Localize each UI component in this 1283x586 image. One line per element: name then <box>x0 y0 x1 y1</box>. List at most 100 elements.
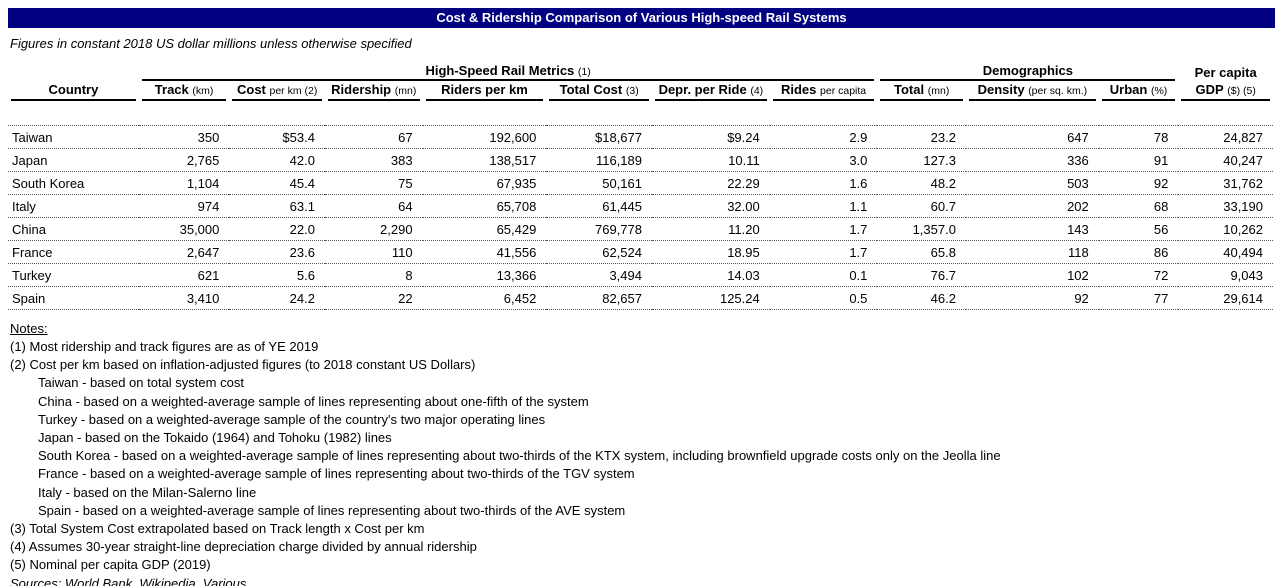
value-cell: 22 <box>324 286 423 310</box>
value-cell: 24.2 <box>229 286 325 310</box>
country-name: China <box>8 217 139 241</box>
value-cell: 14.03 <box>652 263 770 287</box>
column-label: Ridership <box>331 82 392 97</box>
sources-line: Sources: World Bank, Wikipedia, Various <box>10 575 247 586</box>
table-row-italy: Italy 974 63.1 64 65,708 61,445 32.00 1.1 60.7 20… <box>8 194 1273 218</box>
value-cell: 118 <box>965 240 1099 264</box>
value-cell: 350 <box>138 125 230 149</box>
value-cell: 18.95 <box>652 240 770 264</box>
column-label: Track <box>154 82 189 97</box>
note-line: Taiwan - based on total system cost <box>38 375 244 391</box>
value-cell: $9.24 <box>652 125 770 149</box>
column-unit: ($) (5) <box>1227 85 1256 97</box>
value-cell: 67,935 <box>422 171 547 195</box>
value-cell: 61,445 <box>546 194 652 218</box>
value-cell: 143 <box>965 217 1099 241</box>
value-cell: 40,247 <box>1178 148 1273 172</box>
table-row-taiwan: Taiwan 350 $53.4 67 192,600 $18,677 $9.24 2.9 23… <box>8 125 1273 149</box>
group-header-hsr-metrics: High-Speed Rail Metrics (1) <box>139 63 878 81</box>
value-cell: 24,827 <box>1178 125 1273 149</box>
value-cell: 41,556 <box>422 240 547 264</box>
column-header-ridership: Ridership (mn) <box>325 81 423 101</box>
group-label: Per capita <box>1194 65 1257 80</box>
country-name: Turkey <box>8 263 139 287</box>
value-cell: 50,161 <box>546 171 652 195</box>
value-cell: 56 <box>1098 217 1179 241</box>
value-cell: 64 <box>324 194 423 218</box>
value-cell: 1,104 <box>138 171 230 195</box>
value-cell: 65,429 <box>422 217 547 241</box>
table-row-spain: Spain 3,410 24.2 22 6,452 82,657 125.24 0.5 46.2… <box>8 286 1273 310</box>
value-cell: 503 <box>965 171 1099 195</box>
group-header-row: High-Speed Rail Metrics (1) Demographics… <box>8 63 1273 81</box>
value-cell: 3,410 <box>138 286 230 310</box>
column-label: Country <box>48 82 99 97</box>
value-cell: 62,524 <box>546 240 652 264</box>
value-cell: 2,290 <box>324 217 423 241</box>
note-line: Japan - based on the Tokaido (1964) and … <box>38 430 392 446</box>
notes-heading: Notes: <box>10 321 48 336</box>
value-cell: 33,190 <box>1178 194 1273 218</box>
notes-section: Notes: (1) Most ridership and track figu… <box>10 319 1275 586</box>
value-cell: 11.20 <box>652 217 770 241</box>
value-cell: 6,452 <box>422 286 547 310</box>
group-header-demographics: Demographics <box>877 63 1178 81</box>
value-cell: 46.2 <box>877 286 966 310</box>
value-cell: 10,262 <box>1178 217 1273 241</box>
country-name: Italy <box>8 194 139 218</box>
value-cell: 3.0 <box>769 148 878 172</box>
group-label: Demographics <box>982 63 1074 78</box>
value-cell: 1.7 <box>769 240 878 264</box>
column-unit: (mn) <box>927 85 950 97</box>
note-line: Italy - based on the Milan-Salerno line <box>38 484 257 500</box>
column-label: GDP <box>1195 82 1224 97</box>
value-cell: 0.1 <box>769 263 878 287</box>
value-cell: 68 <box>1098 194 1179 218</box>
value-cell: 127.3 <box>877 148 966 172</box>
table-row-japan: Japan 2,765 42.0 383 138,517 116,189 10.11 3.0 1… <box>8 148 1273 172</box>
value-cell: 1,357.0 <box>877 217 966 241</box>
column-unit: (mn) <box>394 85 417 97</box>
rail-comparison-table: High-Speed Rail Metrics (1) Demographics… <box>8 63 1273 310</box>
note-line: Turkey - based on a weighted-average sam… <box>38 411 546 427</box>
value-cell: 22.0 <box>229 217 325 241</box>
value-cell: $18,677 <box>546 125 652 149</box>
value-cell: 32.00 <box>652 194 770 218</box>
value-cell: 5.6 <box>229 263 325 287</box>
value-cell: 48.2 <box>877 171 966 195</box>
group-header-spacer <box>8 63 139 81</box>
value-cell: 8 <box>324 263 423 287</box>
value-cell: 9,043 <box>1178 263 1273 287</box>
value-cell: 65,708 <box>422 194 547 218</box>
note-line: (1) Most ridership and track figures are… <box>10 339 319 354</box>
column-unit: (%) <box>1150 85 1168 97</box>
note-line: South Korea - based on a weighted-averag… <box>38 448 1001 464</box>
column-unit: (per sq. km.) <box>1028 85 1088 97</box>
value-cell: 42.0 <box>229 148 325 172</box>
column-header-total: Total (mn) <box>877 81 966 101</box>
column-header-row: Country Track (km) Cost per km (2) Ridershi… <box>8 81 1273 101</box>
note-line: (3) Total System Cost extrapolated based… <box>10 521 425 537</box>
country-name: Spain <box>8 286 139 310</box>
column-header-riders-per-km: Riders per km <box>423 81 547 101</box>
column-unit: (3) <box>625 85 639 97</box>
value-cell: 65.8 <box>877 240 966 264</box>
value-cell: 91 <box>1098 148 1179 172</box>
value-cell: 116,189 <box>546 148 652 172</box>
value-cell: 78 <box>1098 125 1179 149</box>
value-cell: 1.6 <box>769 171 878 195</box>
value-cell: 76.7 <box>877 263 966 287</box>
value-cell: 125.24 <box>652 286 770 310</box>
column-header-country: Country <box>8 81 139 101</box>
column-unit: per capita <box>820 85 867 97</box>
note-line: France - based on a weighted-average sam… <box>38 466 635 482</box>
note-line: (4) Assumes 30-year straight-line deprec… <box>10 539 477 555</box>
report-subtitle: Figures in constant 2018 US dollar milli… <box>10 36 412 51</box>
group-header-per-capita: Per capita <box>1178 63 1273 81</box>
value-cell: 77 <box>1098 286 1179 310</box>
value-cell: 2,765 <box>138 148 230 172</box>
group-label: High-Speed Rail Metrics <box>425 63 575 78</box>
note-line: China - based on a weighted-average samp… <box>38 393 589 409</box>
header-spacer-row <box>8 101 1273 126</box>
value-cell: 2.9 <box>769 125 878 149</box>
